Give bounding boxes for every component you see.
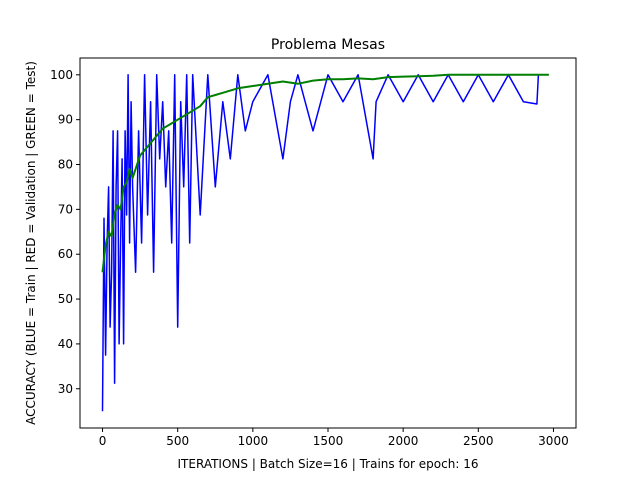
x-tick-label: 1500 xyxy=(313,434,344,448)
x-tick-label: 1000 xyxy=(238,434,269,448)
series-layer xyxy=(101,73,549,412)
x-axis-label: ITERATIONS | Batch Size=16 | Trains for … xyxy=(178,457,479,471)
x-tick-label: 2000 xyxy=(388,434,419,448)
y-tick-label: 50 xyxy=(58,292,73,306)
y-axis-label: ACCURACY (BLUE = Train | RED = Validatio… xyxy=(24,61,38,425)
series-line-2 xyxy=(101,73,549,273)
x-tick-label: 3000 xyxy=(538,434,569,448)
y-tick-label: 100 xyxy=(50,68,73,82)
y-tick-label: 80 xyxy=(58,158,73,172)
y-tick-label: 40 xyxy=(58,337,73,351)
x-tick-label: 2500 xyxy=(463,434,494,448)
y-tick-label: 60 xyxy=(58,247,73,261)
plot-frame xyxy=(79,57,577,429)
x-tick-label: 0 xyxy=(99,434,107,448)
y-tick-label: 90 xyxy=(58,113,73,127)
y-tick-label: 30 xyxy=(58,382,73,396)
y-tick-label: 70 xyxy=(58,202,73,216)
x-tick-label: 500 xyxy=(166,434,189,448)
ticks-layer: 0 500 1000 1500 2000 2500 3000 30 40 50 60 70 80 90 10… xyxy=(50,68,569,448)
chart-title: Problema Mesas xyxy=(271,37,385,53)
series-line-1 xyxy=(101,74,540,412)
